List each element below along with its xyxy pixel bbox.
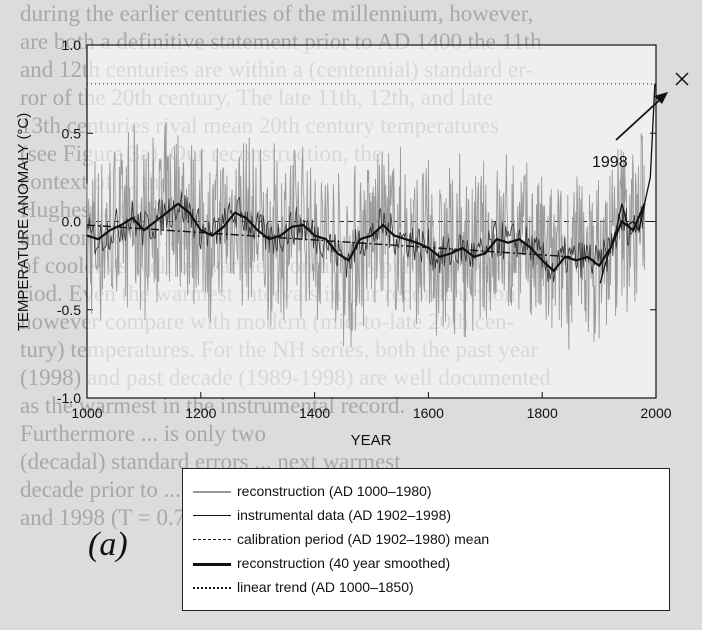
legend-item: instrumental data (AD 1902–1998): [183, 505, 669, 525]
y-tick-label: -0.5: [57, 302, 81, 318]
legend-label: instrumental data (AD 1902–1998): [237, 507, 452, 523]
x-tick-label: 2000: [640, 405, 671, 421]
x-tick-label: 1800: [527, 405, 558, 421]
legend-item: linear trend (AD 1000–1850): [183, 577, 669, 597]
annotation-arrow-head: [654, 92, 668, 104]
panel-label: (a): [88, 526, 128, 563]
y-tick-label: 0.0: [62, 214, 82, 230]
annotation-1998: 1998: [592, 72, 689, 171]
reconstruction-annual: [86, 122, 646, 350]
y-axis-label: TEMPERATURE ANOMALY (°C): [15, 113, 32, 332]
instrumental-data-line: [599, 83, 656, 284]
legend-label: reconstruction (40 year smoothed): [237, 555, 451, 571]
background-text-line: Furthermore ... is only two: [20, 421, 266, 446]
reconstruction-annual-line: [86, 122, 646, 350]
annotation-arrow: [615, 95, 665, 141]
background-text-line: during the earlier centuries of the mill…: [20, 1, 534, 26]
legend-symbol: [193, 515, 231, 516]
y-tick-label: 1.0: [62, 37, 82, 53]
linear-trend-line: [86, 224, 571, 258]
smoothed-reconstruction-line: [86, 202, 646, 273]
legend-item: reconstruction (40 year smoothed): [183, 553, 669, 573]
series-lines: [86, 83, 656, 284]
legend-item: reconstruction (AD 1000–1980): [183, 481, 669, 501]
legend-label: calibration period (AD 1902–1980) mean: [237, 531, 490, 547]
x-axis: 1000 1200 1400 1600 1800 2000: [71, 392, 672, 421]
x-tick-label: 1000: [71, 405, 102, 421]
x-tick-label: 1200: [185, 405, 216, 421]
legend-symbol: [193, 539, 231, 540]
y-axis: -1.0 -0.5 0.0 0.5 1.0: [57, 37, 656, 406]
legend-symbol: [193, 491, 231, 493]
annotation-1998-label: 1998: [592, 154, 628, 171]
x-axis-label: YEAR: [351, 432, 392, 449]
max-1998-marker: [675, 72, 689, 86]
legend-item: calibration period (AD 1902–1980) mean: [183, 529, 669, 549]
legend: reconstruction (AD 1000–1980) instrumenta…: [182, 468, 670, 611]
legend-symbol: [193, 563, 231, 566]
x-tick-label: 1400: [299, 405, 330, 421]
x-tick-label: 1600: [413, 405, 444, 421]
y-tick-label: 0.5: [62, 125, 82, 141]
legend-label: linear trend (AD 1000–1850): [237, 579, 414, 595]
y-tick-label: -1.0: [57, 390, 81, 406]
legend-symbol: [193, 587, 231, 589]
legend-label: reconstruction (AD 1000–1980): [237, 483, 432, 499]
